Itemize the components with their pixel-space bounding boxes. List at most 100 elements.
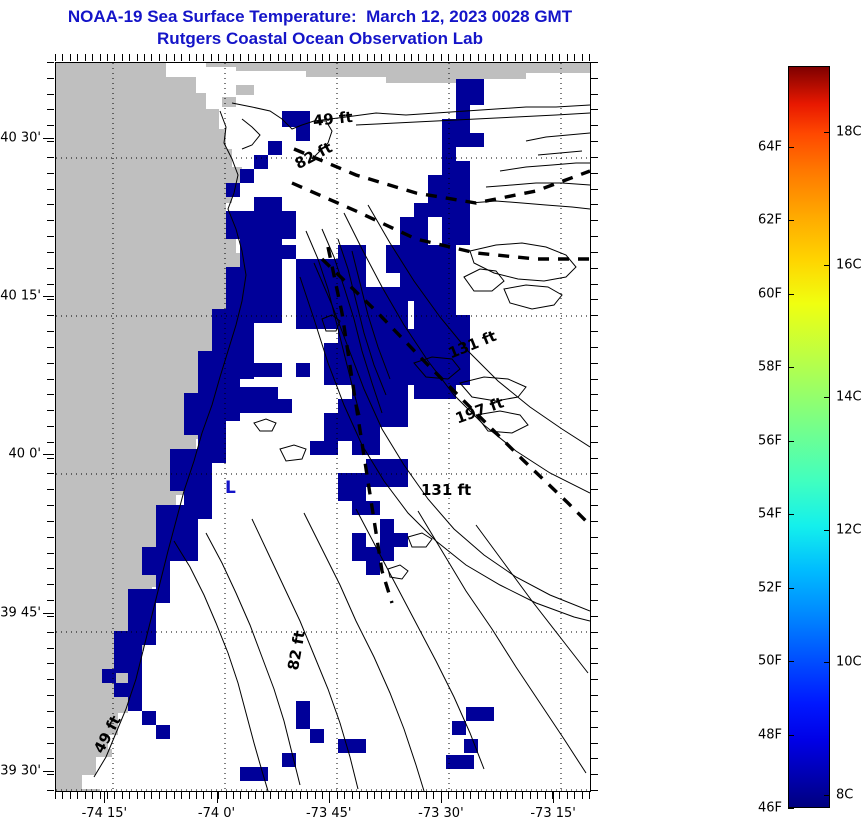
colorbar-label-fahrenheit: 62F bbox=[757, 212, 782, 228]
x-tick-minor bbox=[270, 54, 272, 61]
y-tick-minor bbox=[591, 394, 598, 396]
y-tick-minor bbox=[47, 790, 54, 791]
y-tick-minor bbox=[591, 410, 598, 412]
x-tick-minor bbox=[581, 792, 583, 799]
x-tick-minor bbox=[284, 54, 286, 61]
x-tick-minor bbox=[373, 54, 375, 61]
y-tick-minor bbox=[47, 489, 54, 491]
x-tick-minor bbox=[151, 792, 153, 799]
x-tick-minor bbox=[537, 54, 539, 61]
x-tick-minor bbox=[574, 54, 576, 61]
y-tick-minor bbox=[591, 758, 598, 760]
y-tick-minor bbox=[591, 710, 598, 712]
x-tick-minor bbox=[129, 54, 131, 61]
y-tick-minor bbox=[47, 647, 54, 649]
x-tick-minor bbox=[485, 792, 487, 799]
x-tick-minor bbox=[277, 54, 279, 61]
x-tick-minor bbox=[233, 792, 234, 799]
x-tick-minor bbox=[559, 792, 561, 799]
x-tick-minor bbox=[158, 54, 160, 61]
y-tick-major bbox=[43, 612, 54, 614]
x-tick-minor bbox=[136, 54, 138, 61]
x-axis-label: -73 45' bbox=[305, 806, 352, 821]
x-tick-minor bbox=[551, 54, 553, 61]
x-tick-minor bbox=[173, 54, 175, 61]
x-tick-minor bbox=[514, 792, 516, 799]
y-tick-minor bbox=[47, 299, 54, 301]
x-tick-minor bbox=[151, 54, 153, 61]
colorbar-tick-f bbox=[788, 293, 794, 295]
y-tick-minor bbox=[47, 410, 54, 412]
x-tick-minor bbox=[522, 54, 524, 61]
x-tick-minor bbox=[314, 54, 316, 61]
y-tick-minor bbox=[47, 695, 54, 697]
y-tick-minor bbox=[591, 141, 598, 143]
y-tick-major bbox=[43, 137, 54, 139]
x-tick-minor bbox=[322, 54, 323, 61]
x-tick-minor bbox=[322, 792, 323, 799]
y-tick-minor bbox=[591, 584, 598, 586]
y-tick-minor bbox=[591, 679, 598, 681]
title-line-1: NOAA-19 Sea Surface Temperature: March 1… bbox=[67, 7, 573, 26]
x-tick-minor bbox=[144, 54, 145, 61]
y-tick-minor bbox=[47, 267, 54, 269]
colorbar-label-fahrenheit: 60F bbox=[757, 286, 782, 302]
x-tick-minor bbox=[284, 792, 286, 799]
y-tick-minor bbox=[591, 600, 598, 602]
y-tick-minor bbox=[591, 220, 598, 222]
x-tick-minor bbox=[329, 54, 331, 61]
x-tick-major bbox=[216, 792, 218, 803]
colorbar-label-fahrenheit: 54F bbox=[757, 506, 782, 522]
y-tick-minor bbox=[47, 204, 54, 206]
x-tick-minor bbox=[359, 54, 361, 61]
x-tick-minor bbox=[470, 54, 472, 61]
y-tick-minor bbox=[47, 378, 54, 380]
y-tick-minor bbox=[591, 426, 598, 427]
x-tick-minor bbox=[381, 792, 383, 799]
temperature-colorbar[interactable] bbox=[788, 66, 830, 808]
y-tick-major bbox=[43, 771, 54, 772]
depth-contour-label: 131 ft bbox=[421, 481, 472, 499]
y-axis-label: 39 45' bbox=[0, 605, 41, 621]
y-tick-minor bbox=[47, 520, 54, 522]
x-tick-minor bbox=[485, 54, 487, 61]
colorbar-label-fahrenheit: 46F bbox=[757, 800, 782, 816]
colorbar-tick-f bbox=[788, 367, 794, 369]
y-tick-minor bbox=[47, 615, 54, 617]
x-tick-minor bbox=[121, 54, 123, 61]
x-tick-minor bbox=[114, 54, 116, 61]
map-marker-label: L bbox=[225, 478, 236, 498]
y-tick-minor bbox=[47, 125, 54, 127]
x-tick-minor bbox=[344, 792, 346, 799]
x-tick-minor bbox=[477, 54, 479, 61]
colorbar-tick-f bbox=[788, 440, 794, 442]
x-tick-major bbox=[104, 792, 106, 803]
x-tick-minor bbox=[277, 792, 279, 799]
colorbar-tick-f bbox=[788, 220, 794, 222]
x-tick-minor bbox=[433, 54, 435, 61]
colorbar-tick-c bbox=[824, 264, 830, 266]
x-tick-minor bbox=[299, 54, 301, 61]
x-tick-minor bbox=[55, 54, 56, 61]
x-tick-minor bbox=[411, 54, 412, 61]
x-tick-minor bbox=[448, 54, 450, 61]
y-tick-minor bbox=[591, 647, 598, 649]
x-tick-minor bbox=[589, 792, 590, 799]
x-tick-minor bbox=[507, 792, 509, 799]
x-tick-minor bbox=[373, 792, 375, 799]
x-tick-minor bbox=[381, 54, 383, 61]
y-tick-minor bbox=[47, 536, 54, 538]
y-tick-minor bbox=[591, 315, 598, 317]
y-tick-minor bbox=[591, 790, 598, 791]
y-tick-minor bbox=[47, 346, 54, 348]
x-tick-minor bbox=[411, 792, 412, 799]
sst-map-plot-area[interactable]: 49 ft 82 ft 131 ft 197 ft 131 ft 82 ft 49 ft L bbox=[55, 62, 591, 792]
x-tick-minor bbox=[188, 792, 190, 799]
x-tick-minor bbox=[106, 54, 108, 61]
x-tick-minor bbox=[233, 54, 234, 61]
y-tick-minor bbox=[591, 236, 598, 238]
y-tick-minor bbox=[591, 362, 598, 364]
x-tick-minor bbox=[514, 54, 516, 61]
x-tick-minor bbox=[144, 792, 145, 799]
x-tick-minor bbox=[62, 792, 64, 799]
